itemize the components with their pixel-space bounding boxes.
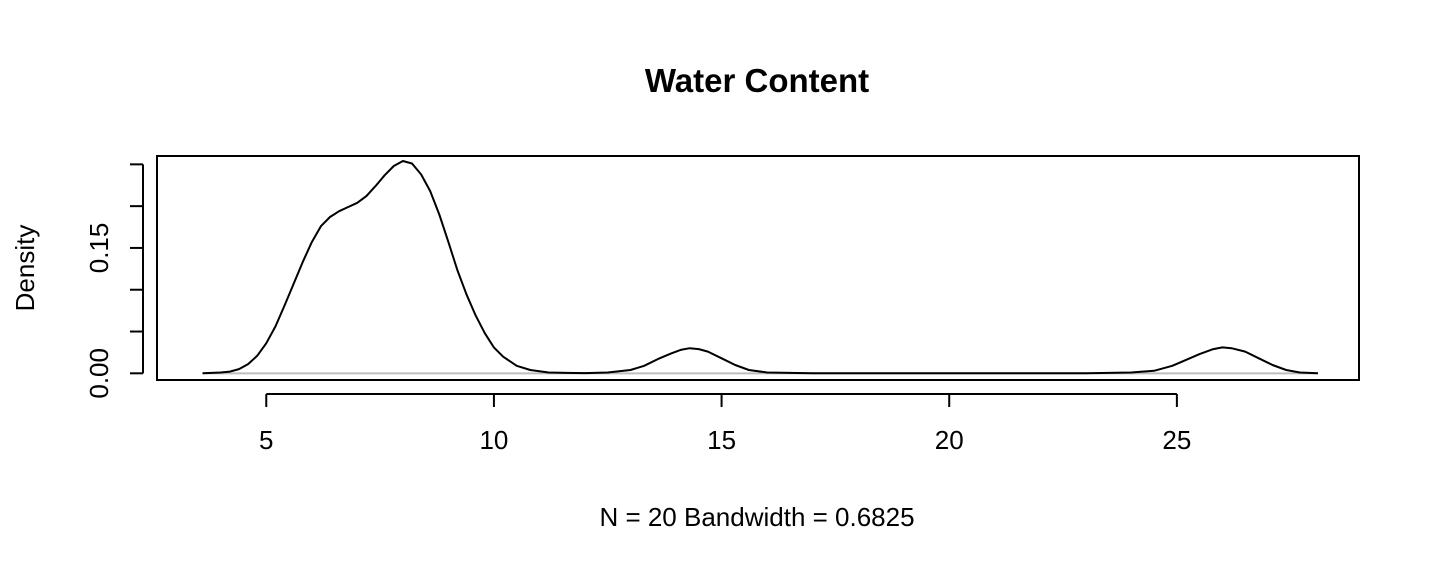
- x-tick-label: 10: [479, 425, 508, 455]
- x-axis-label: N = 20 Bandwidth = 0.6825: [599, 502, 914, 532]
- density-curve: [202, 160, 1319, 375]
- x-tick-label: 15: [707, 425, 736, 455]
- y-axis-label: Density: [10, 225, 40, 312]
- chart-title: Water Content: [645, 62, 869, 99]
- plot-frame: [156, 155, 1360, 381]
- x-tick-label: 20: [935, 425, 964, 455]
- x-axis: 5 10 15 20 25: [259, 393, 1191, 455]
- x-tick-label: 25: [1162, 425, 1191, 455]
- y-tick-label: 0.15: [84, 223, 114, 274]
- curve-layer: [202, 160, 1319, 375]
- y-tick-label: 0.00: [84, 348, 114, 399]
- y-axis: 0.00 0.15: [84, 163, 144, 399]
- x-tick-label: 5: [259, 425, 273, 455]
